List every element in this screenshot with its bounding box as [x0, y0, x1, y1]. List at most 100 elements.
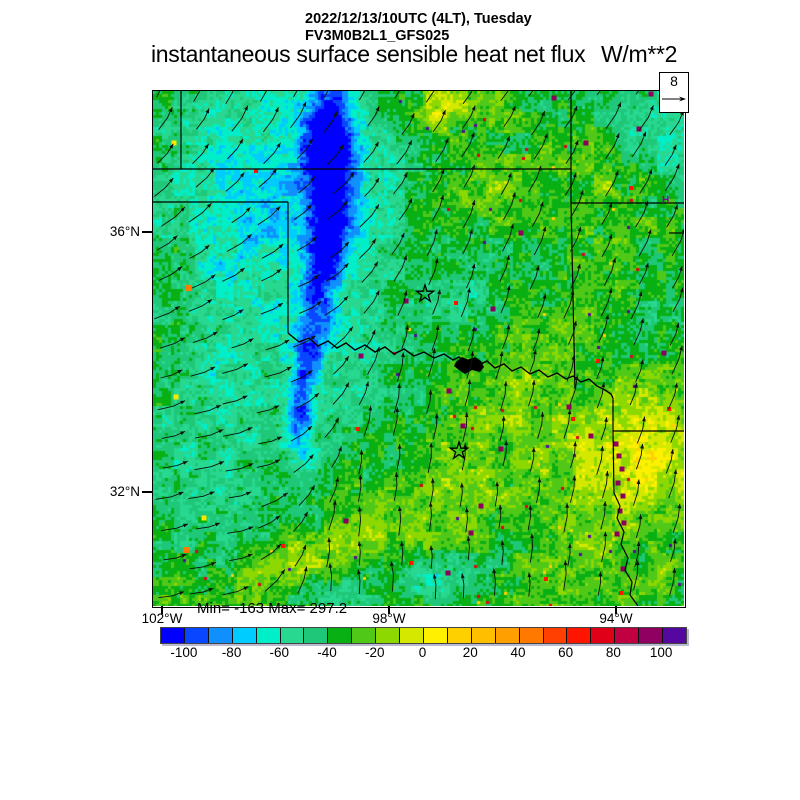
minmax-stats: Min= -163 Max= 297.2 — [197, 600, 348, 617]
colorbar-segment — [519, 628, 544, 643]
flux-speckle-purple — [358, 353, 364, 359]
flux-speckle-purple — [583, 140, 589, 146]
colorbar-segment — [495, 628, 520, 643]
flux-speckle-red — [356, 427, 360, 431]
flux-speckle-purple — [343, 518, 349, 524]
colorbar-segment — [471, 628, 496, 643]
colorbar-segment — [400, 628, 424, 643]
flux-speckle-purple — [460, 423, 466, 429]
colorbar-segment — [567, 628, 592, 643]
lat-label-36n: 36°N — [109, 224, 140, 239]
colorbar-segment — [208, 628, 233, 643]
flux-speckle-red — [454, 301, 458, 305]
flux-speckle-purple — [478, 503, 484, 509]
flux-speckle-purple — [619, 466, 625, 472]
flux-speckle-purple — [468, 530, 474, 536]
lat-tick-36n — [142, 231, 152, 233]
colorbar-segment — [304, 628, 329, 643]
plot-units: W/m**2 — [601, 41, 678, 67]
river-line — [287, 332, 614, 399]
colorbar-segment — [184, 628, 209, 643]
flux-speckle-orange — [183, 547, 189, 553]
colorbar-segment — [256, 628, 281, 643]
flux-speckle-purple — [661, 350, 667, 356]
flux-speckle-purple — [498, 446, 504, 452]
flux-speckle-red — [629, 186, 633, 190]
flux-speckle-purple — [566, 404, 572, 410]
colorbar — [160, 627, 687, 644]
flux-speckle-purple — [446, 388, 452, 394]
lon-label-94w: 94°W — [599, 611, 633, 626]
valid-datetime: 2022/12/13/10UTC (4LT), Tuesday — [305, 11, 532, 27]
colorbar-tick-label: -100 — [170, 645, 198, 660]
colorbar-tick-label: 60 — [558, 645, 574, 660]
colorbar-segment — [376, 628, 401, 643]
flux-speckle-purple — [621, 520, 627, 526]
flux-speckle-purple — [617, 508, 623, 514]
colorbar-tick-label: -20 — [365, 645, 385, 660]
lon-tick-102w — [161, 606, 163, 614]
flux-speckle-purple — [614, 531, 620, 537]
colorbar-segment — [423, 628, 448, 643]
colorbar-tick-label: -40 — [317, 645, 337, 660]
wind-reference-arrow-icon — [662, 96, 686, 102]
colorbar-tick-label: 0 — [418, 645, 427, 660]
wind-vector-legend: 8 — [659, 72, 689, 113]
state-borders — [153, 91, 684, 606]
city-star — [414, 282, 436, 304]
colorbar-segment — [328, 628, 353, 643]
wind-arrows — [154, 91, 684, 600]
flux-speckle-red — [544, 577, 548, 581]
city-star-markers — [414, 282, 470, 461]
flux-speckle-purple — [616, 453, 622, 459]
flux-speckles — [171, 91, 671, 595]
lake-texoma-blob — [454, 357, 484, 374]
colorbar-tick-label: 100 — [649, 645, 673, 660]
flux-speckle-purple — [620, 493, 626, 499]
flux-speckle-purple — [588, 433, 594, 439]
lat-tick-32n — [142, 491, 152, 493]
colorbar-segment — [232, 628, 257, 643]
flux-speckle-red — [667, 407, 671, 411]
flux-speckle-yellow — [173, 394, 179, 400]
colorbar-segment — [161, 628, 185, 643]
lon-tick-94w — [615, 606, 617, 614]
colorbar-tick-label: 40 — [510, 645, 526, 660]
flux-speckle-purple — [620, 566, 626, 572]
colorbar-segment — [352, 628, 377, 643]
colorbar-tick-label: -80 — [221, 645, 242, 660]
lon-tick-98w — [388, 606, 390, 614]
colorbar-segment — [639, 628, 664, 643]
flux-speckle-orange — [186, 285, 192, 291]
colorbar-segment — [280, 628, 305, 643]
flux-speckle-red — [254, 169, 258, 173]
flux-speckle-red — [619, 591, 623, 595]
city-star — [448, 439, 470, 461]
wind-arrow-heads — [168, 101, 684, 595]
flux-speckle-purple — [490, 306, 496, 312]
colorbar-segment — [591, 628, 616, 643]
flux-speckle-red — [281, 544, 285, 548]
flux-speckle-purple — [518, 230, 524, 236]
colorbar-tick-label: -60 — [269, 645, 290, 660]
wind-reference-value: 8 — [670, 73, 678, 89]
red-river — [287, 332, 614, 399]
flux-speckle-purple — [648, 91, 654, 97]
lon-label-98w: 98°W — [372, 611, 406, 626]
state-border-line — [612, 430, 639, 606]
flux-speckle-red — [571, 417, 575, 421]
flux-speckle-red — [409, 561, 413, 565]
plot-title: instantaneous surface sensible heat net … — [151, 41, 586, 67]
flux-speckle-purple — [403, 298, 409, 304]
lat-label-32n: 32°N — [109, 484, 140, 499]
flux-speckle-purple — [613, 441, 619, 447]
colorbar-segment — [447, 628, 472, 643]
map-overlay: H — [153, 91, 684, 606]
flux-speckle-purple — [615, 480, 621, 486]
lon-label-102w: 102°W — [141, 611, 183, 626]
high-marker: H — [662, 195, 669, 206]
flux-speckle-yellow — [171, 140, 177, 146]
colorbar-tick-label: 20 — [462, 645, 478, 660]
colorbar-tick-label: 80 — [605, 645, 621, 660]
